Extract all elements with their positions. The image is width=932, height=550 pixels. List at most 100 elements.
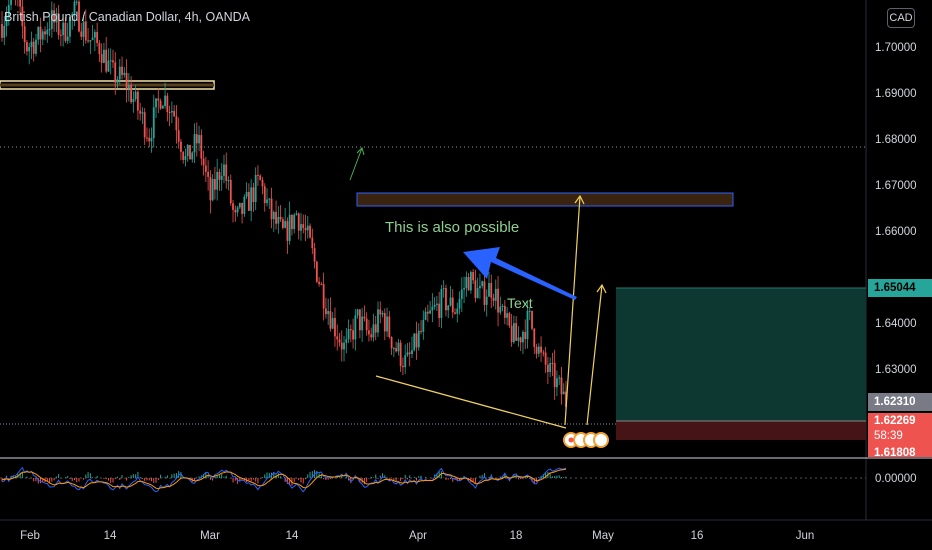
candle-body [116,79,119,83]
candle-body [327,311,330,315]
candle-body [370,334,373,338]
candle-body [553,363,556,388]
candle-body [474,280,477,299]
candle-body [510,325,513,343]
candle-body [343,342,345,350]
candle-body [390,337,393,349]
candle-body [440,289,443,318]
candle-body [469,272,472,291]
candle-body [311,237,314,249]
candle-body [250,187,253,211]
candle-body [195,134,198,144]
candle-body [191,152,194,160]
candle-body [345,339,348,343]
candle-body [275,211,277,224]
candle-body [381,313,384,315]
projection-arrow-1[interactable] [564,195,581,426]
candle-body [5,16,8,27]
candle-body [26,42,28,52]
candle-body [508,313,511,326]
candle-body [465,277,468,289]
candle-body [200,135,203,159]
candle-body [168,112,171,114]
candle-body [75,1,78,3]
target-price-tag: 1.65044 [868,279,932,297]
candle-body [309,225,311,238]
candle-body [53,10,55,23]
candle-body [193,134,196,153]
candle-body [170,110,173,113]
candle-body [21,6,24,27]
annotation-possible[interactable]: This is also possible [385,219,520,236]
projection-arrow-2[interactable] [586,284,603,426]
candle-body [71,13,74,18]
time-tick-label: Feb [20,530,40,542]
candle-body [164,95,166,106]
candle-body [295,213,298,215]
event-markers[interactable] [563,432,609,448]
candle-body [442,288,445,290]
candle-body [334,318,336,337]
candle-body [365,318,368,331]
candle-body [279,216,282,220]
lower-trendline[interactable] [375,375,567,429]
blue-arrow[interactable] [463,247,577,300]
resistance-box[interactable] [356,192,734,207]
candle-body [338,339,341,343]
candle-body [472,272,475,281]
candle-body [263,186,266,204]
candle-body [127,85,130,89]
candle-body [48,28,51,30]
annotation-text[interactable]: Text [507,295,533,311]
candle-body [7,4,10,17]
small-green-arrow[interactable] [349,147,363,181]
candle-body [19,0,22,7]
candle-body [32,41,35,54]
time-tick-label: 16 [691,530,704,542]
candle-body [565,391,567,407]
candle-body [426,311,429,314]
candle-body [374,324,377,333]
candlestick-series[interactable] [1,0,567,415]
oscillator-series[interactable] [1,466,567,493]
candle-body [397,342,400,352]
time-tick-label: 18 [510,530,523,542]
price-tick-label: 1.69000 [875,88,917,100]
candle-body [209,176,212,201]
stop-zone[interactable] [616,421,866,440]
candle-body [87,40,89,42]
candle-body [560,377,563,395]
price-axis[interactable]: 1.70000 1.69000 1.68000 1.67000 1.66000 1.640… [875,42,917,376]
candle-body [277,216,280,224]
candle-body [234,209,237,213]
symbol-title[interactable]: British Pound / Canadian Dollar, 4h, OAN… [4,10,250,24]
candle-body [492,297,495,301]
candle-body [186,144,189,157]
candle-body [524,331,527,340]
candle-body [184,156,187,160]
candle-body [383,313,386,332]
candle-body [522,331,524,343]
candle-body [146,137,148,139]
candle-body [288,214,291,241]
candle-body [44,31,46,35]
candle-body [46,29,49,35]
candle-body [488,283,490,297]
price-tick-label: 1.64000 [875,318,917,330]
currency-button[interactable]: CAD [887,8,915,28]
candle-body [173,110,176,117]
candle-body [202,158,205,166]
candle-body [150,138,153,142]
time-tick-label: Jun [796,530,815,542]
candle-body [112,60,114,63]
candle-body [318,281,321,284]
target-zone[interactable] [616,288,866,421]
candle-body [121,66,123,75]
candle-body [189,144,191,160]
candle-body [134,91,137,100]
candle-body [513,323,515,343]
candle-body [408,352,411,354]
candle-body [549,363,552,372]
time-axis[interactable]: Feb 14 Mar 14 Apr 18 May 16 Jun [20,530,814,542]
